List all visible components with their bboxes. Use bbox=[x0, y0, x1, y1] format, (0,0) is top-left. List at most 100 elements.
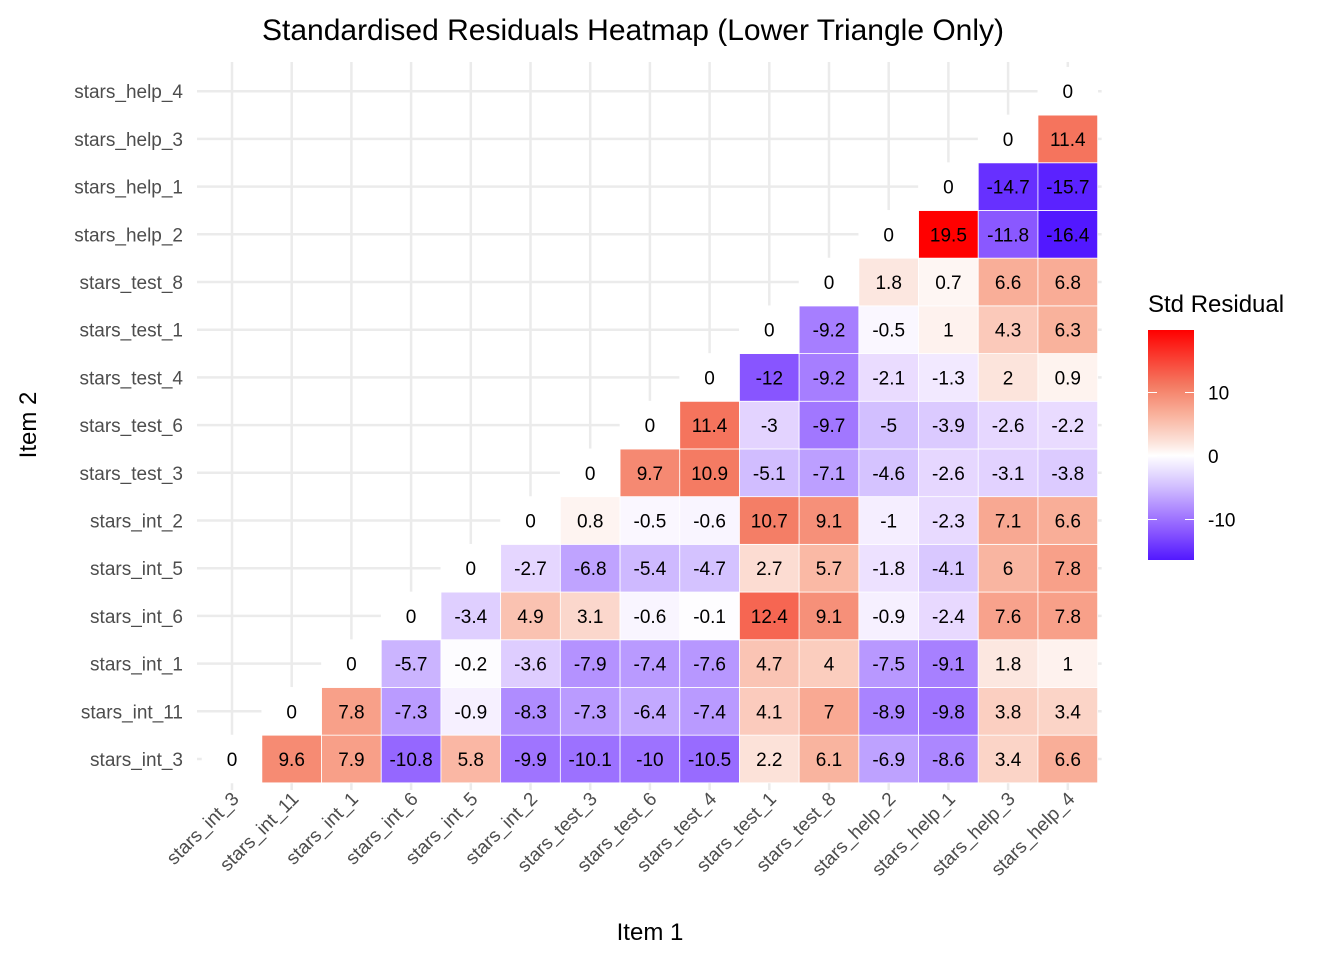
tile-value-label: 5.7 bbox=[816, 559, 842, 580]
tile-value-label: 6.6 bbox=[1055, 512, 1081, 533]
tile-value-label: -0.5 bbox=[634, 512, 667, 533]
heatmap-tile bbox=[559, 639, 621, 688]
tile-value-label: -0.6 bbox=[634, 607, 667, 628]
tile-value-label: -8.6 bbox=[932, 750, 965, 771]
heatmap-tile bbox=[679, 353, 740, 402]
tile-value-label: -3.8 bbox=[1051, 464, 1084, 485]
tile-value-label: -9.8 bbox=[932, 702, 965, 723]
tile-value-label: 6.6 bbox=[995, 273, 1021, 294]
tile-value-label: -9.2 bbox=[813, 368, 846, 389]
tile-value-label: -1.8 bbox=[872, 559, 905, 580]
y-tick-label: stars_int_6 bbox=[90, 607, 183, 628]
tile-value-label: 0 bbox=[824, 273, 835, 294]
y-tick-label: stars_int_11 bbox=[81, 702, 183, 723]
tile-value-label: -10.1 bbox=[569, 750, 612, 771]
heatmap-tile bbox=[679, 734, 740, 784]
tile-value-label: 0 bbox=[346, 655, 357, 676]
heatmap-tile bbox=[679, 591, 740, 641]
tile-value-label: 0 bbox=[943, 178, 954, 199]
tile-value-label: 19.5 bbox=[930, 225, 967, 246]
tile-value-label: -5.4 bbox=[634, 559, 667, 580]
tile-value-label: -10 bbox=[636, 750, 663, 771]
heatmap-tile bbox=[858, 400, 919, 450]
tile-value-label: -3.1 bbox=[992, 464, 1025, 485]
y-tick-label: stars_int_2 bbox=[90, 512, 183, 533]
tile-value-label: -6.9 bbox=[872, 750, 905, 771]
tile-value-label: 6.3 bbox=[1055, 321, 1081, 342]
tile-value-label: 1 bbox=[943, 321, 954, 342]
tile-value-label: 0 bbox=[645, 416, 656, 437]
tile-value-label: 1 bbox=[1063, 655, 1074, 676]
tile-value-label: -2.1 bbox=[872, 368, 905, 389]
heatmap-tile bbox=[380, 687, 442, 736]
tile-value-label: -15.7 bbox=[1046, 178, 1089, 199]
tile-value-label: -7.9 bbox=[574, 655, 607, 676]
tile-value-label: -1.3 bbox=[932, 368, 965, 389]
tile-value-label: 7.1 bbox=[995, 512, 1021, 533]
heatmap-tile bbox=[858, 257, 919, 307]
tile-value-label: -9.1 bbox=[932, 655, 965, 676]
heatmap-tile bbox=[977, 114, 1039, 164]
color-legend: Std Residual 10 0 -10 bbox=[1148, 291, 1284, 560]
tile-value-label: -2.3 bbox=[932, 512, 965, 533]
tile-value-label: -8.9 bbox=[872, 702, 905, 723]
heatmap-tile bbox=[858, 639, 919, 688]
tile-value-label: -6.8 bbox=[574, 559, 607, 580]
heatmap-tile bbox=[619, 448, 681, 498]
heatmap-tile bbox=[559, 543, 621, 593]
heatmap-tile bbox=[798, 639, 860, 688]
tile-value-label: 1.8 bbox=[875, 273, 901, 294]
tiles: 0 9.6 7.9 -10.8 5.8 -9.9 -10.1 -10 -10.5 2.2 6.1 -6… bbox=[201, 66, 1099, 784]
tile-value-label: 0 bbox=[227, 750, 238, 771]
heatmap-tile bbox=[1037, 257, 1099, 307]
tile-value-label: 7 bbox=[824, 702, 835, 723]
heatmap-tile bbox=[739, 353, 800, 402]
heatmap-tile bbox=[858, 687, 919, 736]
heatmap-tile bbox=[261, 734, 322, 784]
heatmap-tile bbox=[798, 734, 860, 784]
tile-value-label: -3 bbox=[761, 416, 778, 437]
heatmap-tile bbox=[679, 543, 740, 593]
heatmap-tile bbox=[977, 734, 1039, 784]
tile-value-label: 0 bbox=[883, 225, 894, 246]
tile-value-label: 7.8 bbox=[338, 702, 364, 723]
legend-tick-label: 0 bbox=[1208, 447, 1219, 468]
chart-title: Standardised Residuals Heatmap (Lower Tr… bbox=[262, 14, 1004, 47]
tile-value-label: 11.4 bbox=[1050, 130, 1086, 151]
tile-value-label: -1 bbox=[880, 512, 897, 533]
tile-value-label: 2.7 bbox=[756, 559, 782, 580]
heatmap-tile bbox=[798, 353, 860, 402]
tile-value-label: 6.6 bbox=[1055, 750, 1081, 771]
y-tick-label: stars_test_6 bbox=[80, 416, 184, 437]
tile-value-label: 3.1 bbox=[577, 607, 603, 628]
tile-value-label: 0.7 bbox=[935, 273, 961, 294]
heatmap-tile bbox=[918, 353, 979, 402]
heatmap-tile bbox=[679, 448, 740, 498]
tile-value-label: 1.8 bbox=[995, 655, 1021, 676]
heatmap-tile bbox=[858, 496, 919, 545]
heatmap-tile bbox=[500, 734, 561, 784]
heatmap-tile bbox=[380, 639, 442, 688]
heatmap-tile bbox=[918, 210, 979, 259]
heatmap-tile bbox=[321, 734, 382, 784]
heatmap-tile bbox=[679, 400, 740, 450]
tile-value-label: 7.9 bbox=[338, 750, 364, 771]
heatmap-tile bbox=[977, 257, 1039, 307]
heatmap-tile bbox=[559, 448, 621, 498]
tile-value-label: -7.4 bbox=[693, 702, 726, 723]
tile-value-label: 4.1 bbox=[756, 702, 782, 723]
heatmap-tile bbox=[1037, 448, 1099, 498]
tile-value-label: -5 bbox=[880, 416, 897, 437]
heatmap-tile bbox=[977, 400, 1039, 450]
y-tick-label: stars_help_4 bbox=[74, 82, 183, 103]
tile-value-label: -2.6 bbox=[992, 416, 1025, 437]
heatmap-tile bbox=[739, 496, 800, 545]
heatmap-tile bbox=[798, 496, 860, 545]
tile-value-label: -0.1 bbox=[693, 607, 726, 628]
tile-value-label: -10.8 bbox=[389, 750, 432, 771]
tile-value-label: 0 bbox=[406, 607, 417, 628]
tile-value-label: -10.5 bbox=[688, 750, 731, 771]
tile-value-label: -2.7 bbox=[514, 559, 547, 580]
heatmap-tile bbox=[500, 591, 561, 641]
tile-value-label: -3.9 bbox=[932, 416, 965, 437]
